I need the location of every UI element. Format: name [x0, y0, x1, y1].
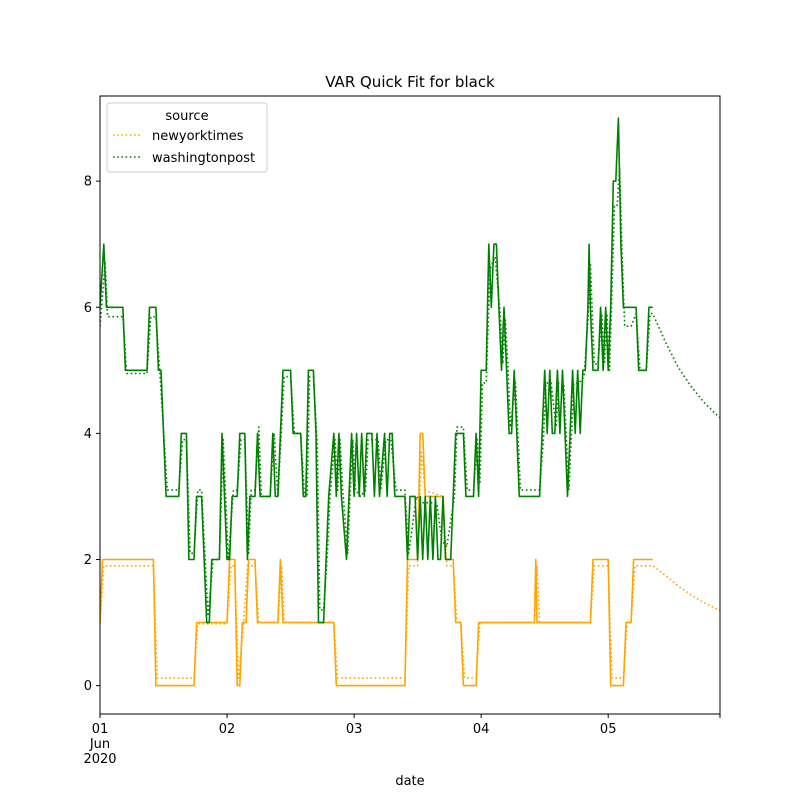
legend: source newyorktimes washingtonpost	[106, 102, 268, 173]
x-axis-label: date	[395, 774, 424, 789]
x-tick-label: 04	[473, 722, 490, 737]
x-tick-label: 2020	[83, 752, 116, 767]
plot-frame	[99, 95, 721, 715]
series-line-washingtonpost-fit	[100, 167, 720, 618]
y-tick-label: 4	[84, 427, 92, 442]
y-tick-label: 0	[84, 679, 92, 694]
y-tick-label: 2	[84, 553, 92, 568]
series-line-washingtonpost-actual	[100, 117, 653, 624]
y-tick-label: 8	[84, 175, 92, 190]
legend-box	[106, 102, 268, 173]
legend-entry-washingtonpost: washingtonpost	[152, 151, 255, 166]
y-tick-label: 6	[84, 301, 92, 316]
x-tick-label: 05	[600, 722, 617, 737]
legend-title: source	[165, 109, 208, 124]
y-axis: 0 2 4 6 8	[84, 175, 100, 694]
x-tick-label: 01	[92, 722, 109, 737]
series-layer	[100, 117, 720, 687]
x-tick-label: 02	[219, 722, 236, 737]
legend-entry-newyorktimes: newyorktimes	[152, 129, 244, 144]
x-tick-label: Jun	[89, 737, 110, 752]
chart-title: VAR Quick Fit for black	[325, 73, 495, 91]
x-tick-label: 03	[346, 722, 363, 737]
